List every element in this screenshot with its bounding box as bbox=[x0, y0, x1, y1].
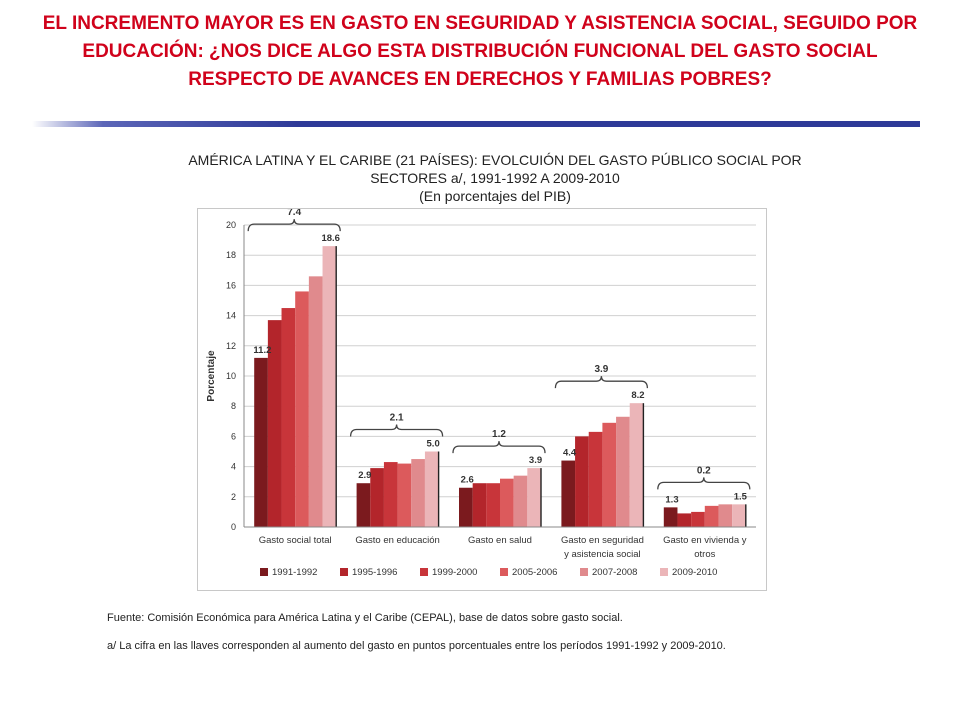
bar bbox=[513, 475, 528, 527]
increase-brace bbox=[554, 376, 649, 389]
bar bbox=[411, 459, 425, 527]
bar bbox=[575, 436, 589, 527]
start-value-label: 1.3 bbox=[665, 494, 678, 505]
slide-title: EL INCREMENTO MAYOR ES EN GASTO EN SEGUR… bbox=[42, 13, 918, 90]
legend-swatch bbox=[580, 568, 588, 576]
y-tick-label: 0 bbox=[231, 522, 236, 532]
chart-heading-line-1: AMÉRICA LATINA Y EL CARIBE (21 PAÍSES): … bbox=[188, 152, 802, 168]
bar bbox=[629, 403, 644, 527]
footnote-a: a/ La cifra en las llaves corresponden a… bbox=[107, 640, 726, 652]
increase-brace bbox=[657, 477, 751, 490]
bar bbox=[383, 462, 398, 527]
bar bbox=[370, 468, 384, 527]
end-value-label: 18.6 bbox=[321, 233, 340, 244]
legend-swatch bbox=[260, 568, 268, 576]
legend-label: 1991-1992 bbox=[272, 567, 317, 578]
legend-label: 2005-2006 bbox=[512, 567, 557, 578]
increase-brace bbox=[452, 441, 546, 454]
bar bbox=[356, 483, 371, 527]
y-tick-label: 16 bbox=[226, 280, 236, 290]
bar bbox=[718, 504, 733, 527]
bar bbox=[500, 478, 514, 527]
end-value-label: 8.2 bbox=[631, 390, 644, 401]
increase-label: 2.1 bbox=[390, 413, 404, 424]
source-note: Fuente: Comisión Económica para América … bbox=[107, 612, 623, 624]
start-value-label: 4.4 bbox=[563, 448, 577, 459]
end-value-label: 3.9 bbox=[529, 455, 542, 466]
y-tick-label: 20 bbox=[226, 220, 236, 230]
bar bbox=[486, 483, 500, 527]
legend-label: 2007-2008 bbox=[592, 567, 637, 578]
bar bbox=[732, 504, 746, 527]
y-tick-label: 2 bbox=[231, 492, 236, 502]
category-label: Gasto en salud bbox=[468, 535, 532, 546]
bar bbox=[561, 460, 576, 527]
y-axis-label: Porcentaje bbox=[206, 350, 217, 402]
legend-label: 2009-2010 bbox=[672, 567, 717, 578]
bar bbox=[322, 246, 337, 527]
legend-swatch bbox=[500, 568, 508, 576]
end-value-label: 5.0 bbox=[427, 439, 440, 450]
legend-label: 1995-1996 bbox=[352, 567, 397, 578]
bar bbox=[616, 416, 630, 527]
y-tick-label: 18 bbox=[226, 250, 236, 260]
start-value-label: 2.9 bbox=[358, 470, 371, 481]
legend-label: 1999-2000 bbox=[432, 567, 477, 578]
y-tick-label: 6 bbox=[231, 431, 236, 441]
y-tick-label: 10 bbox=[226, 371, 236, 381]
start-value-label: 2.6 bbox=[461, 475, 474, 486]
bar bbox=[588, 431, 603, 527]
category-label: y asistencia social bbox=[564, 549, 641, 560]
increase-label: 1.2 bbox=[492, 429, 506, 440]
legend-swatch bbox=[660, 568, 668, 576]
legend-swatch bbox=[420, 568, 428, 576]
y-tick-label: 12 bbox=[226, 341, 236, 351]
bar bbox=[267, 320, 282, 527]
title-divider bbox=[32, 121, 920, 127]
category-label: Gasto en seguridad bbox=[561, 535, 644, 546]
chart-heading-line-2: SECTORES a/, 1991-1992 A 2009-2010 bbox=[370, 170, 620, 186]
category-label: Gasto en vivienda y bbox=[663, 535, 747, 546]
y-tick-label: 4 bbox=[231, 462, 236, 472]
end-value-label: 1.5 bbox=[734, 491, 748, 502]
category-label: Gasto social total bbox=[259, 535, 332, 546]
bar bbox=[295, 291, 309, 527]
increase-label: 0.2 bbox=[697, 465, 711, 476]
category-label: Gasto en educación bbox=[355, 535, 440, 546]
start-value-label: 11.2 bbox=[253, 345, 271, 356]
bar bbox=[281, 308, 296, 527]
y-tick-label: 8 bbox=[231, 401, 236, 411]
chart-heading: AMÉRICA LATINA Y EL CARIBE (21 PAÍSES): … bbox=[95, 151, 895, 205]
bar bbox=[691, 511, 705, 527]
bar bbox=[397, 463, 412, 527]
bar bbox=[254, 357, 268, 527]
bar bbox=[602, 422, 617, 527]
bar-chart: 11.2 18.6 7.4 2.9 5.0 2.1 2.6 3.9 1.2 4.4 8.2 3.9 1.… bbox=[206, 207, 756, 578]
increase-brace bbox=[349, 424, 444, 437]
bar bbox=[472, 483, 487, 527]
chart-frame: 11.2 18.6 7.4 2.9 5.0 2.1 2.6 3.9 1.2 4.4 8.2 3.9 1.… bbox=[197, 207, 767, 591]
y-tick-label: 14 bbox=[226, 311, 236, 321]
legend-swatch bbox=[340, 568, 348, 576]
bar bbox=[424, 451, 439, 527]
chart-heading-line-3: (En porcentajes del PIB) bbox=[419, 188, 571, 204]
increase-label: 3.9 bbox=[594, 364, 608, 375]
bar bbox=[704, 505, 719, 527]
increase-label: 7.4 bbox=[287, 209, 301, 218]
category-label: otros bbox=[694, 549, 715, 560]
bar bbox=[677, 513, 692, 527]
bar bbox=[459, 487, 473, 527]
bar bbox=[527, 468, 541, 527]
bar bbox=[663, 507, 678, 527]
bar bbox=[308, 276, 323, 527]
